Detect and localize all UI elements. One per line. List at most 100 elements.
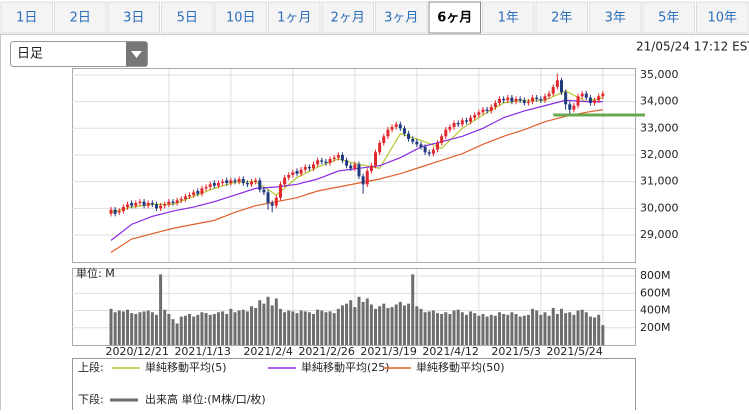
volume-bar [366, 298, 369, 345]
candle-body [502, 99, 505, 100]
volume-bar [122, 311, 125, 345]
candle-body [217, 183, 220, 186]
tab-label[interactable]: 10日 [226, 11, 256, 26]
y-tick-label: 30,000 [640, 201, 679, 214]
volume-bar [130, 313, 133, 345]
candle-body [262, 190, 265, 193]
volume-bar [572, 315, 575, 345]
candle-body [568, 104, 571, 109]
volume-bar [382, 304, 385, 345]
y-tick-label: 32,000 [640, 148, 679, 161]
tab-label[interactable]: 3ヶ月 [384, 11, 418, 26]
volume-bar [138, 312, 141, 345]
y-tick-label: 29,000 [640, 228, 679, 241]
candle-body [407, 134, 410, 139]
tab-label[interactable]: 6ヶ月 [437, 11, 472, 26]
legend-label: 単純移動平均(50) [416, 360, 505, 374]
candle-body [510, 98, 513, 102]
x-tick-label: 2020/12/21 [105, 345, 168, 358]
tab-label[interactable]: 1ヶ月 [277, 11, 311, 26]
volume-bar [428, 311, 431, 345]
volume-bar [300, 311, 303, 345]
candle-body [535, 98, 538, 99]
candle-body [386, 130, 389, 137]
tab-label[interactable]: 2年 [551, 11, 572, 26]
candle-body [411, 139, 414, 142]
volume-bar [126, 310, 129, 345]
candle-body [254, 180, 257, 181]
candle-body [597, 96, 600, 100]
candle-body [349, 166, 352, 169]
volume-bar [597, 315, 600, 345]
tab-label[interactable]: 5年 [658, 11, 679, 26]
candle-body [291, 172, 294, 175]
volume-bar [399, 302, 402, 345]
volume-bar [506, 315, 509, 345]
candle-body [378, 143, 381, 152]
volume-bar [147, 311, 150, 345]
volume-bar [320, 311, 323, 345]
volume-bar [391, 307, 394, 345]
candle-body [366, 171, 369, 184]
volume-bar [134, 314, 137, 345]
dropdown-label[interactable]: 日足 [17, 47, 43, 62]
volume-bar [287, 311, 290, 345]
candle-body [221, 182, 224, 183]
x-tick-label: 2021/5/24 [546, 345, 602, 358]
volume-bar [209, 315, 212, 345]
volume-bar [502, 314, 505, 345]
volume-bar [159, 274, 162, 345]
candle-body [147, 203, 150, 206]
candle-body [581, 94, 584, 97]
tab-label[interactable]: 3年 [605, 11, 626, 26]
candle-body [196, 191, 199, 194]
tab-label[interactable]: 5日 [177, 11, 198, 26]
volume-bar [519, 317, 522, 345]
candle-body [250, 182, 253, 185]
candle-body [548, 94, 551, 97]
x-tick-label: 2021/1/13 [174, 345, 230, 358]
candle-body [589, 98, 592, 103]
y-tick-label: 600M [640, 286, 671, 299]
tab-label[interactable]: 3日 [123, 11, 144, 26]
candle-body [205, 187, 208, 188]
tab-label[interactable]: 1日 [16, 11, 37, 26]
volume-bar [440, 314, 443, 345]
volume-bar [267, 297, 270, 345]
candle-body [531, 98, 534, 102]
candle-body [506, 98, 509, 101]
volume-bar [242, 310, 245, 345]
volume-bar [490, 315, 493, 345]
volume-bar [424, 312, 427, 345]
tab-label[interactable]: 1年 [498, 11, 519, 26]
candle-body [324, 162, 327, 163]
candle-body [171, 202, 174, 203]
volume-bar [176, 323, 179, 345]
candle-body [560, 80, 563, 92]
volume-bar [515, 314, 518, 345]
legend-label: 単純移動平均(5) [145, 360, 227, 374]
candle-body [242, 179, 245, 183]
volume-bar [581, 310, 584, 345]
volume-bar [225, 314, 228, 345]
candle-body [424, 147, 427, 152]
candle-body [180, 199, 183, 200]
candle-body [448, 127, 451, 130]
candle-body [461, 120, 464, 124]
tab-label[interactable]: 2日 [70, 11, 91, 26]
volume-bar [539, 315, 542, 345]
legend-upper-label: 上段: [78, 360, 104, 374]
volume-bar [221, 311, 224, 345]
candle-body [295, 171, 298, 174]
tab-label[interactable]: 10年 [707, 11, 737, 26]
candle-body [539, 99, 542, 100]
tab-label[interactable]: 2ヶ月 [331, 11, 365, 26]
candle-body [444, 130, 447, 137]
candle-body [126, 204, 129, 207]
volume-bar [192, 317, 195, 345]
candle-body [279, 184, 282, 197]
candle-body [138, 202, 141, 203]
volume-bar [200, 312, 203, 345]
candle-body [453, 123, 456, 127]
volume-bar [333, 313, 336, 345]
